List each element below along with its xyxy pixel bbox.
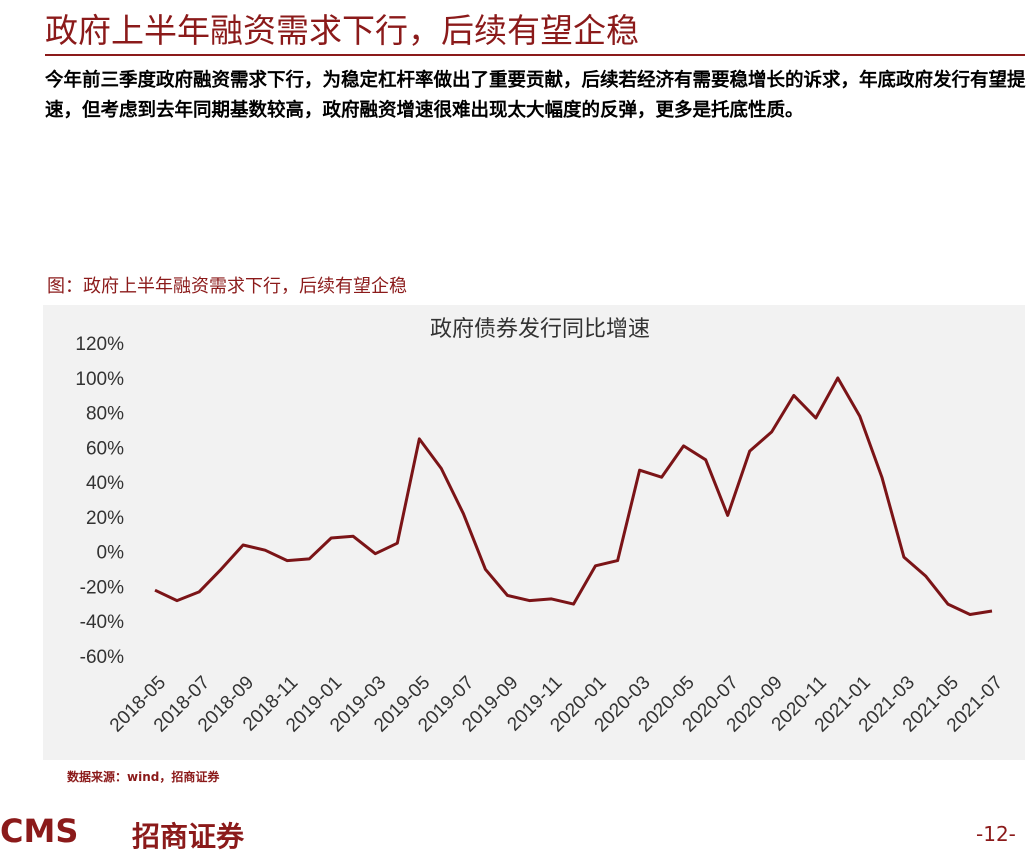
y-tick-label: 40% (86, 473, 124, 494)
y-tick-label: 100% (75, 369, 124, 390)
page-title: 政府上半年融资需求下行，后续有望企稳 (45, 11, 639, 50)
y-tick-label: 120% (75, 334, 124, 355)
page-number: -12- (976, 822, 1016, 846)
body-text: 今年前三季度政府融资需求下行，为稳定杠杆率做出了重要贡献，后续若经济有需要稳增长… (45, 70, 1026, 121)
source-note: 数据来源：wind，招商证券 (67, 770, 220, 784)
logo: CMS (0, 812, 79, 850)
title-rule (45, 54, 1025, 56)
chart-title: 政府债券发行同比增速 (430, 317, 650, 342)
line (154, 376, 993, 616)
y-tick-label: -60% (80, 647, 124, 668)
y-tick-label: -40% (80, 612, 124, 633)
figure-caption: 图：政府上半年融资需求下行，后续有望企稳 (47, 276, 407, 297)
y-tick-label: -20% (80, 577, 124, 598)
y-tick-label: 20% (86, 508, 124, 529)
y-tick-label: 80% (86, 404, 124, 425)
brand: 招商证券 (132, 820, 245, 853)
chart-bg (43, 305, 1025, 760)
y-tick-label: 60% (86, 438, 124, 459)
y-tick-label: 0% (97, 543, 125, 564)
